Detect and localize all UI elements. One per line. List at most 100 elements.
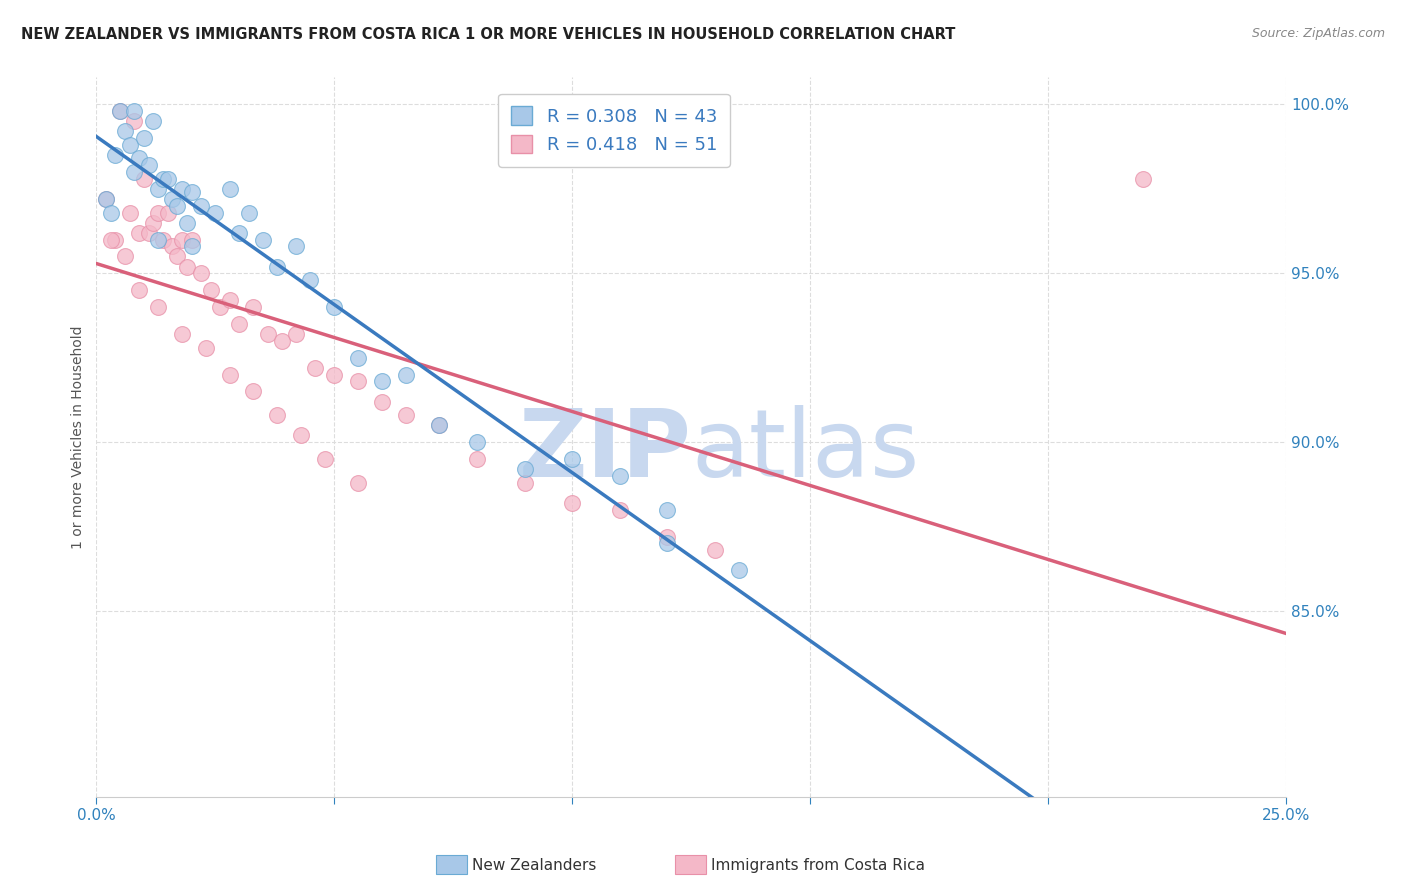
Text: Source: ZipAtlas.com: Source: ZipAtlas.com <box>1251 27 1385 40</box>
Point <box>427 418 450 433</box>
Point <box>124 165 146 179</box>
Point <box>94 192 117 206</box>
Point <box>94 192 117 206</box>
Text: atlas: atlas <box>692 406 920 498</box>
Point <box>290 428 312 442</box>
Point <box>314 452 336 467</box>
Point <box>142 114 165 128</box>
Point <box>128 152 150 166</box>
Point <box>170 233 193 247</box>
Point <box>166 249 188 263</box>
Point <box>266 260 288 274</box>
Point <box>657 502 679 516</box>
Point <box>427 418 450 433</box>
Point <box>118 205 141 219</box>
Legend: R = 0.308   N = 43, R = 0.418   N = 51: R = 0.308 N = 43, R = 0.418 N = 51 <box>498 94 730 167</box>
Point <box>162 239 184 253</box>
Point <box>609 469 631 483</box>
Point <box>561 496 583 510</box>
Point <box>176 216 198 230</box>
Point <box>190 266 212 280</box>
Point <box>170 327 193 342</box>
Point <box>242 300 264 314</box>
Point <box>371 375 394 389</box>
Point <box>465 452 488 467</box>
Point <box>266 408 288 422</box>
Point <box>124 104 146 119</box>
Point <box>194 341 217 355</box>
Point <box>252 233 274 247</box>
Point <box>114 124 136 138</box>
Point <box>104 148 127 162</box>
Point <box>180 233 202 247</box>
Point <box>285 239 308 253</box>
Point <box>118 138 141 153</box>
Point <box>465 435 488 450</box>
Text: ZIP: ZIP <box>519 406 692 498</box>
Point <box>142 216 165 230</box>
Point <box>347 351 370 365</box>
Point <box>156 205 179 219</box>
Text: New Zealanders: New Zealanders <box>472 858 596 872</box>
Point <box>176 260 198 274</box>
Point <box>727 564 749 578</box>
Point <box>148 233 170 247</box>
Point <box>238 205 260 219</box>
Point <box>513 475 536 490</box>
Point <box>1132 171 1154 186</box>
Point <box>561 452 583 467</box>
Point <box>204 205 226 219</box>
Point <box>395 368 418 382</box>
Point <box>100 205 122 219</box>
Point <box>156 171 179 186</box>
Point <box>180 186 202 200</box>
Point <box>347 375 370 389</box>
Point <box>657 536 679 550</box>
Point <box>347 475 370 490</box>
Point <box>148 300 170 314</box>
Point <box>323 368 346 382</box>
Point <box>256 327 278 342</box>
Point <box>138 158 160 172</box>
Point <box>128 283 150 297</box>
Point <box>228 226 250 240</box>
Point <box>242 384 264 399</box>
Point <box>209 300 232 314</box>
Point <box>371 394 394 409</box>
Point <box>271 334 294 348</box>
Point <box>104 233 127 247</box>
Point <box>190 199 212 213</box>
Point <box>162 192 184 206</box>
Point <box>170 182 193 196</box>
Point <box>166 199 188 213</box>
Point <box>108 104 131 119</box>
Point <box>114 249 136 263</box>
Point <box>285 327 308 342</box>
Point <box>128 226 150 240</box>
Point <box>138 226 160 240</box>
Point <box>200 283 222 297</box>
Point <box>148 182 170 196</box>
Point <box>395 408 418 422</box>
Point <box>323 300 346 314</box>
Point <box>108 104 131 119</box>
Point <box>148 205 170 219</box>
Point <box>218 293 240 308</box>
Point <box>218 182 240 196</box>
Point <box>609 502 631 516</box>
Point <box>152 233 174 247</box>
Point <box>180 239 202 253</box>
Point <box>299 273 322 287</box>
Y-axis label: 1 or more Vehicles in Household: 1 or more Vehicles in Household <box>72 326 86 549</box>
Point <box>100 233 122 247</box>
Text: Immigrants from Costa Rica: Immigrants from Costa Rica <box>711 858 925 872</box>
Point <box>703 543 725 558</box>
Text: NEW ZEALANDER VS IMMIGRANTS FROM COSTA RICA 1 OR MORE VEHICLES IN HOUSEHOLD CORR: NEW ZEALANDER VS IMMIGRANTS FROM COSTA R… <box>21 27 956 42</box>
Point <box>152 171 174 186</box>
Point <box>228 317 250 331</box>
Point <box>132 131 155 145</box>
Point <box>304 360 326 375</box>
Point <box>657 530 679 544</box>
Point <box>218 368 240 382</box>
Point <box>132 171 155 186</box>
